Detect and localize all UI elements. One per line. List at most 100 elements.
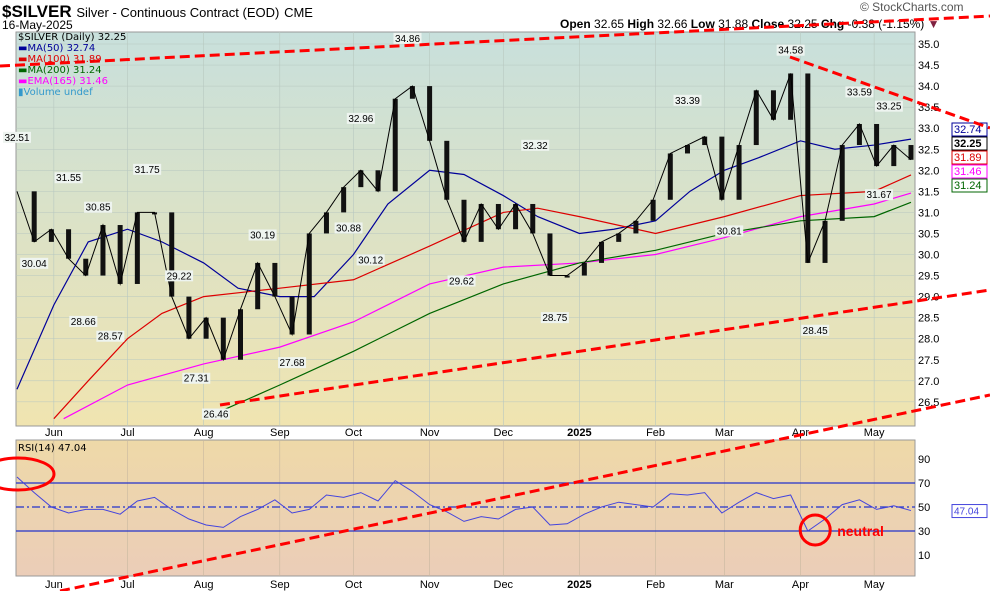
price-annotation: 30.88: [336, 223, 361, 234]
price-annotation: 32.32: [523, 141, 548, 152]
price-bar: [409, 86, 415, 99]
y-tick-label: 32.0: [918, 165, 939, 177]
y-tick-label: 27.5: [918, 355, 939, 367]
exchange: CME: [284, 5, 313, 20]
rsi-line: [16, 476, 912, 532]
price-bar: [341, 187, 347, 213]
price-bar: [220, 317, 226, 360]
value-tag: [951, 122, 988, 137]
price-bar: [874, 123, 880, 167]
rsi-y-tick-label: 50: [918, 502, 930, 514]
y-tick-label: 35.0: [918, 39, 939, 51]
rsi-y-tick-label: 70: [918, 478, 930, 490]
price-annotation-bg: [673, 94, 702, 106]
price-bar: [375, 170, 381, 192]
price-annotation-bg: [540, 312, 569, 324]
line-ema165: [63, 192, 912, 420]
legend-ema165: ▬EMA(165) 31.46: [18, 76, 108, 87]
overbought-ellipse: [0, 456, 56, 492]
value-tag-label: 32.25: [954, 138, 982, 150]
price-annotation-bg: [20, 257, 49, 269]
price-bar: [908, 145, 914, 160]
y-tick-label: 29.5: [918, 271, 939, 283]
price-bar: [237, 309, 243, 360]
price-annotation: 33.25: [876, 102, 901, 113]
price-annotation: 26.46: [203, 410, 228, 421]
price-bar: [891, 145, 897, 167]
price-bar: [48, 229, 54, 242]
trendline: [0, 14, 990, 68]
x-tick-label: Jul: [120, 427, 134, 439]
x-tick-label: Dec: [494, 427, 514, 439]
chart-title: $SILVER Silver - Continuous Contract (EO…: [2, 2, 313, 22]
price-bar: [719, 136, 725, 200]
brand-logo[interactable]: © StockCharts.com: [860, 0, 964, 14]
legend-ma50: ▬MA(50) 32.74: [18, 43, 96, 54]
price-annotation: 28.45: [803, 326, 828, 337]
price-annotation: 30.12: [358, 255, 383, 266]
price-bar: [616, 233, 622, 242]
trendline: [789, 55, 990, 130]
trendline: [219, 288, 990, 407]
price-bar: [633, 220, 639, 234]
price-annotation-bg: [521, 139, 550, 151]
value-tag-label: 32.74: [954, 124, 982, 136]
price-bar: [134, 212, 140, 284]
price-bar: [822, 220, 828, 263]
price-bar: [461, 199, 467, 242]
x-tick-label: 2025: [567, 427, 591, 439]
y-tick-label: 33.0: [918, 123, 939, 135]
price-bar: [684, 145, 690, 154]
x-tick-label: Apr: [792, 579, 809, 591]
x-tick-label: Jul: [120, 579, 134, 591]
x-tick-label: Sep: [270, 579, 290, 591]
price-annotation-bg: [334, 222, 363, 234]
price-annotation: 27.31: [184, 374, 209, 385]
x-tick-label: May: [864, 579, 885, 591]
y-tick-label: 28.0: [918, 334, 939, 346]
x-tick-label: Aug: [194, 427, 214, 439]
price-annotation-bg: [3, 131, 31, 143]
price-annotation: 27.68: [280, 358, 305, 369]
price-bar: [323, 212, 329, 234]
value-tag: [951, 178, 988, 193]
price-bar: [495, 203, 501, 230]
price-bar: [100, 225, 106, 276]
x-tick-label: 2025: [567, 579, 591, 591]
y-tick-label: 32.5: [918, 144, 939, 156]
price-bar: [289, 296, 295, 335]
x-tick-label: Feb: [646, 427, 665, 439]
price-bar: [203, 317, 209, 339]
legend-ma200: ▬MA(200) 31.24: [18, 65, 102, 76]
price-annotation-bg: [346, 112, 375, 124]
legend-ma200-label: MA(200) 31.24: [27, 65, 102, 76]
y-tick-label: 30.5: [918, 228, 939, 240]
price-annotation: 31.55: [56, 173, 81, 184]
price-annotation-bg: [69, 315, 98, 327]
price-annotation: 33.59: [847, 87, 872, 98]
chart-date: 16-May-2025: [2, 18, 73, 32]
instrument-name: Silver - Continuous Contract (EOD): [76, 5, 280, 20]
price-annotation: 28.66: [71, 317, 96, 328]
price-annotation-bg: [133, 163, 162, 175]
price-legend: $SILVER (Daily) 32.25 ▬MA(50) 32.74 ▬MA(…: [18, 32, 126, 98]
price-annotation: 29.22: [167, 271, 192, 282]
price-annotation: 32.51: [4, 133, 29, 144]
rsi-value-label: 47.04: [954, 507, 979, 518]
price-bar: [839, 145, 845, 221]
rsi-y-tick-label: 90: [918, 454, 930, 466]
price-bar: [83, 258, 89, 276]
price-bar: [650, 199, 656, 221]
price-annotation-bg: [84, 201, 113, 213]
x-tick-label: May: [864, 427, 885, 439]
price-annotation-bg: [776, 44, 805, 56]
price-bar: [702, 136, 708, 146]
y-tick-label: 31.5: [918, 186, 939, 198]
price-annotation: 32.96: [348, 114, 373, 125]
high-value: 32.66: [657, 17, 688, 31]
price-annotation: 28.75: [542, 313, 567, 324]
price-bar: [306, 233, 312, 335]
price-annotation-bg: [801, 324, 830, 336]
y-tick-label: 28.5: [918, 313, 939, 325]
